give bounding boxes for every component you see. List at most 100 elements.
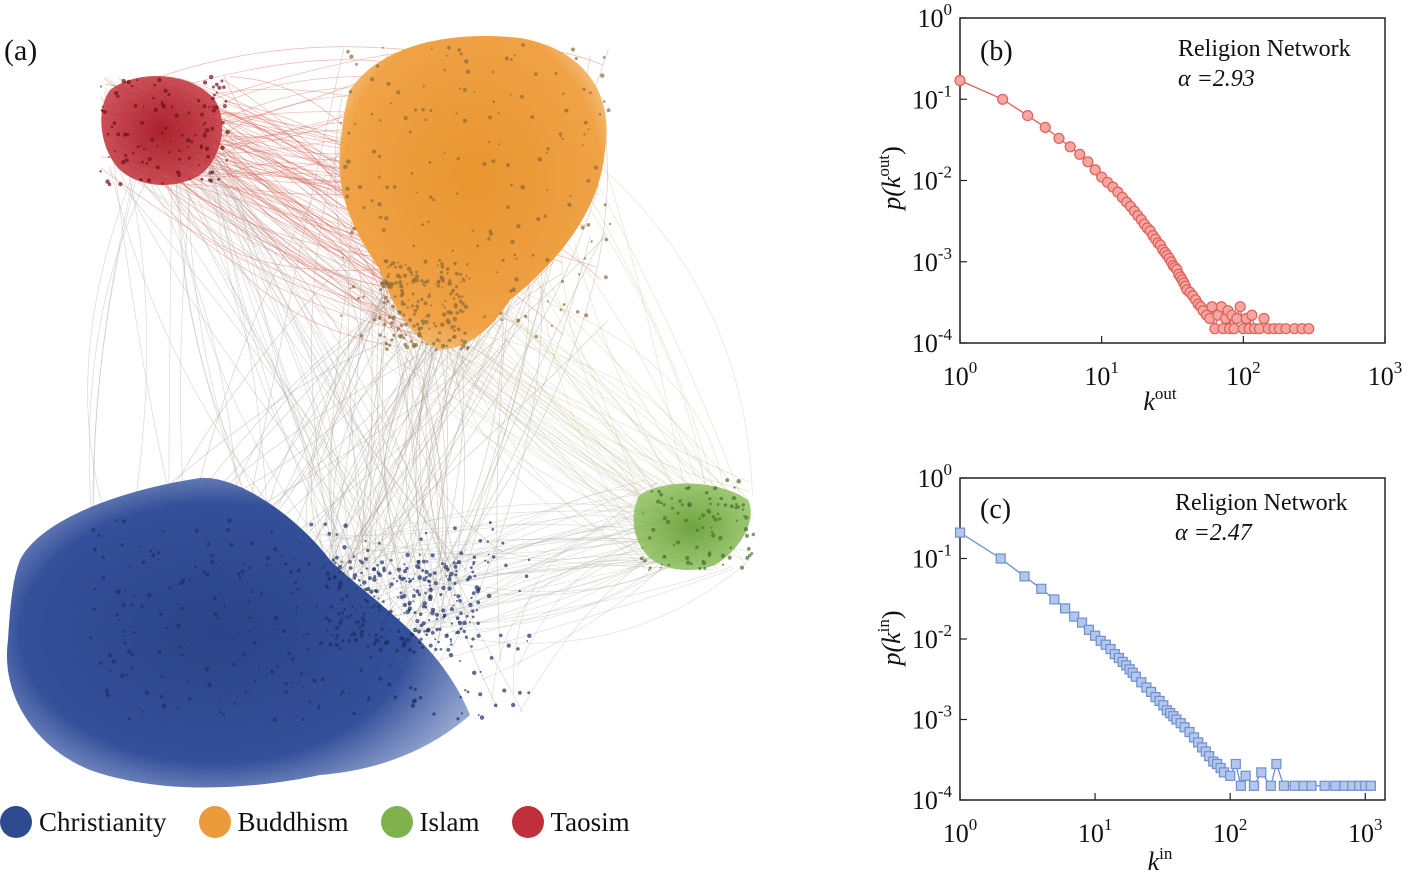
network-node bbox=[367, 695, 370, 699]
network-edge bbox=[391, 276, 444, 606]
network-node bbox=[376, 571, 381, 576]
chart-b-data-point bbox=[1021, 109, 1034, 122]
network-node bbox=[527, 691, 531, 695]
network-node bbox=[428, 293, 431, 296]
network-node bbox=[393, 695, 398, 700]
network-node bbox=[428, 327, 431, 330]
network-node bbox=[450, 622, 454, 625]
network-node bbox=[446, 310, 451, 315]
network-node bbox=[558, 132, 563, 136]
network-edge bbox=[447, 529, 641, 587]
network-node bbox=[349, 54, 354, 59]
network-node bbox=[479, 670, 482, 673]
network-node bbox=[406, 306, 410, 309]
network-node bbox=[404, 333, 408, 336]
network-node bbox=[462, 87, 467, 92]
network-node bbox=[121, 78, 126, 84]
network-node bbox=[545, 257, 550, 263]
network-node bbox=[408, 318, 413, 322]
network-node bbox=[643, 558, 647, 563]
network-node bbox=[393, 295, 397, 298]
network-node bbox=[387, 613, 390, 616]
network-node bbox=[405, 637, 411, 643]
network-node bbox=[456, 562, 458, 565]
network-node bbox=[400, 285, 403, 288]
network-node bbox=[574, 56, 578, 61]
network-edge bbox=[142, 164, 688, 520]
network-node bbox=[142, 105, 145, 108]
network-node bbox=[353, 637, 359, 643]
network-node bbox=[120, 543, 124, 547]
network-node bbox=[373, 595, 376, 598]
network-node bbox=[347, 638, 352, 643]
network-node bbox=[260, 592, 263, 595]
network-node bbox=[370, 199, 374, 203]
chart-c-data-point bbox=[995, 553, 1006, 564]
chart-b-data-point bbox=[1082, 156, 1094, 168]
network-node bbox=[416, 300, 420, 303]
network-node bbox=[253, 680, 257, 683]
network-node bbox=[385, 185, 389, 190]
network-node bbox=[473, 574, 477, 578]
network-node bbox=[194, 528, 199, 533]
network-node bbox=[269, 669, 275, 674]
network-edge bbox=[358, 527, 691, 565]
network-node bbox=[648, 536, 652, 540]
network-node bbox=[641, 546, 644, 549]
network-node bbox=[429, 195, 433, 199]
network-node bbox=[651, 527, 656, 532]
network-node bbox=[546, 189, 549, 192]
network-node bbox=[461, 343, 466, 349]
network-node bbox=[348, 566, 353, 570]
network-node bbox=[362, 205, 366, 210]
network-node bbox=[515, 318, 521, 323]
network-node bbox=[708, 510, 711, 514]
network-node bbox=[203, 571, 207, 575]
network-node bbox=[408, 580, 411, 583]
network-node bbox=[156, 558, 159, 561]
network-node bbox=[377, 202, 382, 207]
network-node bbox=[513, 253, 517, 257]
chart-c-ytick-label: 10-4 bbox=[912, 782, 953, 815]
network-node bbox=[157, 551, 161, 555]
network-node bbox=[428, 584, 432, 587]
network-edge bbox=[216, 145, 468, 572]
network-node bbox=[295, 606, 298, 609]
network-edge bbox=[397, 344, 467, 626]
network-node bbox=[660, 563, 663, 566]
network-node bbox=[381, 600, 385, 603]
network-node bbox=[341, 639, 345, 643]
chart-c-ylabel-p: p(k bbox=[877, 632, 906, 668]
legend-label-buddhism: Buddhism bbox=[237, 806, 349, 837]
network-node bbox=[583, 257, 587, 260]
network-node bbox=[402, 336, 406, 340]
chart-c-annotation: Religion Network bbox=[1175, 490, 1348, 516]
network-node bbox=[359, 584, 362, 587]
network-node bbox=[225, 527, 231, 533]
network-node bbox=[735, 519, 739, 522]
network-node bbox=[734, 503, 738, 506]
network-node bbox=[479, 715, 485, 720]
network-edge bbox=[491, 309, 745, 509]
network-node bbox=[441, 303, 444, 306]
network-node bbox=[413, 627, 418, 633]
cluster-christianity bbox=[6, 477, 470, 788]
network-node bbox=[348, 578, 351, 581]
network-node bbox=[390, 325, 393, 328]
network-node bbox=[204, 667, 210, 672]
network-node bbox=[140, 120, 145, 125]
network-node bbox=[412, 324, 416, 328]
network-node bbox=[163, 88, 168, 93]
chart-c-data-point bbox=[1019, 571, 1030, 582]
network-node bbox=[287, 651, 291, 655]
network-node bbox=[147, 592, 152, 598]
network-node bbox=[464, 59, 469, 64]
network-node bbox=[103, 110, 107, 114]
chart-b-data-point bbox=[1246, 309, 1258, 321]
network-node bbox=[743, 515, 746, 518]
network-node bbox=[510, 183, 513, 187]
network-edge bbox=[178, 154, 645, 564]
network-node bbox=[408, 577, 411, 580]
network-node bbox=[419, 637, 423, 641]
